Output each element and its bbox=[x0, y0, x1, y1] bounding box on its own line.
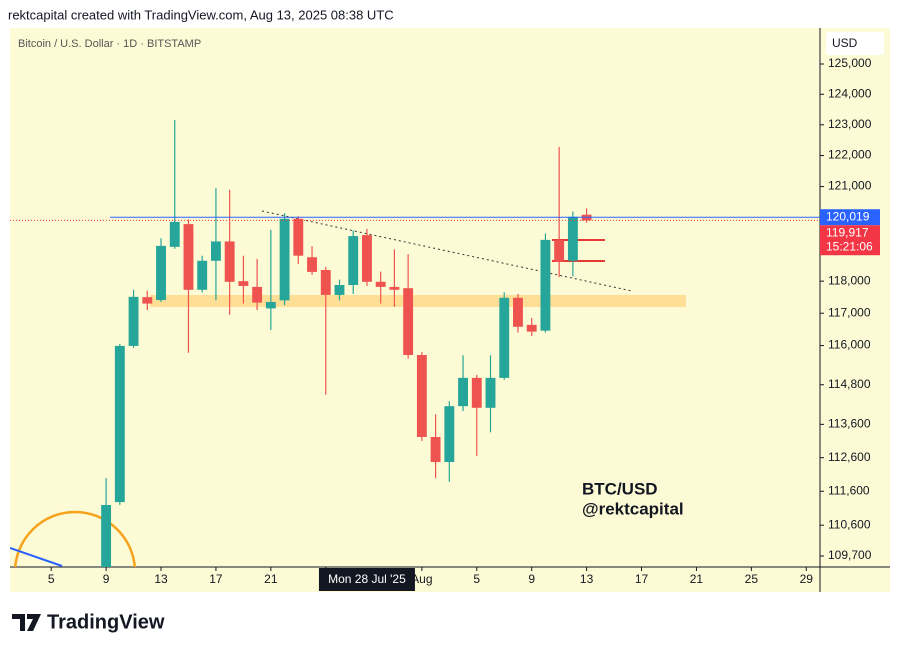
currency-box bbox=[826, 32, 884, 55]
candle-body bbox=[444, 406, 455, 463]
candle-body bbox=[526, 324, 537, 332]
candles bbox=[101, 119, 592, 567]
candle-body bbox=[169, 221, 180, 247]
support-zone bbox=[150, 295, 686, 307]
x-tick-label: 29 bbox=[800, 572, 814, 586]
x-tick-label: 21 bbox=[264, 572, 278, 586]
candle-body bbox=[128, 296, 139, 346]
candle-body bbox=[252, 286, 263, 303]
brand-name: TradingView bbox=[47, 611, 165, 633]
candle-body bbox=[567, 216, 578, 261]
crosshair-label: Mon 28 Jul '25 bbox=[328, 572, 406, 586]
x-tick-label: Aug bbox=[411, 572, 432, 586]
highlight-circle bbox=[13, 510, 137, 567]
candle-body bbox=[554, 239, 565, 262]
candle-body bbox=[485, 377, 496, 408]
candle-body bbox=[238, 281, 249, 286]
price-label-box bbox=[820, 209, 880, 226]
candle-body bbox=[416, 355, 427, 437]
candle-body bbox=[142, 297, 153, 304]
x-tick-label: 9 bbox=[103, 572, 110, 586]
y-tick-label: 114,800 bbox=[828, 377, 871, 391]
countdown-label: 15:21:06 bbox=[826, 239, 873, 253]
candle-body bbox=[375, 281, 386, 287]
y-tick-label: 124,000 bbox=[828, 86, 872, 100]
price-label: 120,019 bbox=[826, 209, 870, 223]
header-text: rektcapital created with TradingView.com… bbox=[8, 7, 394, 22]
drawings bbox=[10, 119, 686, 567]
annotation: @rektcapital bbox=[582, 499, 684, 518]
x-tick-label: 9 bbox=[528, 572, 535, 586]
candle-body bbox=[499, 297, 510, 378]
candle-body bbox=[210, 241, 221, 261]
price-label-box bbox=[820, 225, 880, 256]
candle-body bbox=[101, 504, 112, 567]
x-tick-label: 5 bbox=[48, 572, 55, 586]
candle-body bbox=[307, 257, 317, 272]
candle-body bbox=[471, 377, 482, 408]
candle-body bbox=[293, 218, 304, 256]
candle-body bbox=[224, 241, 235, 282]
candle-body bbox=[540, 239, 551, 331]
annotation: BTC/USD bbox=[582, 479, 658, 498]
y-tick-label: 123,000 bbox=[828, 117, 872, 131]
chart-title: Bitcoin / U.S. Dollar · 1D · BITSTAMP bbox=[18, 38, 201, 50]
x-tick-label: 17 bbox=[635, 572, 649, 586]
candle-body bbox=[430, 436, 441, 463]
y-tick-label: 118,000 bbox=[828, 273, 871, 287]
x-tick-label: 25 bbox=[745, 572, 759, 586]
crosshair-label-box bbox=[318, 568, 415, 591]
y-tick-label: 121,000 bbox=[828, 179, 872, 193]
candle-body bbox=[458, 377, 468, 407]
x-tick-label: 17 bbox=[209, 572, 223, 586]
candle-body bbox=[156, 245, 166, 301]
x-tick-label: 21 bbox=[690, 572, 704, 586]
x-tick-label: 13 bbox=[580, 572, 594, 586]
candle-body bbox=[320, 269, 331, 295]
candle-body bbox=[265, 301, 276, 309]
candle-body bbox=[279, 218, 290, 301]
x-tick-label: 13 bbox=[154, 572, 168, 586]
price-label: 119,917 bbox=[826, 225, 869, 239]
y-tick-label: 116,000 bbox=[828, 338, 871, 352]
candle-body bbox=[389, 286, 400, 290]
candle-body bbox=[403, 288, 414, 356]
y-tick-label: 125,000 bbox=[828, 56, 872, 70]
y-tick-label: 109,700 bbox=[828, 548, 872, 562]
chart-background bbox=[10, 28, 890, 592]
y-tick-label: 110,600 bbox=[828, 517, 871, 531]
candle-body bbox=[183, 224, 194, 290]
brand-logo: TradingView bbox=[12, 611, 165, 633]
candle-body bbox=[348, 236, 359, 285]
y-tick-label: 111,600 bbox=[828, 483, 870, 497]
candle-body bbox=[114, 345, 125, 503]
x-tick-label: 5 bbox=[473, 572, 480, 586]
y-tick-label: 122,000 bbox=[828, 148, 872, 162]
trend-line bbox=[261, 210, 633, 292]
logo-icon bbox=[12, 614, 41, 631]
candle-body bbox=[197, 260, 208, 290]
currency-label: USD bbox=[832, 36, 858, 50]
y-tick-label: 112,600 bbox=[828, 450, 871, 464]
y-tick-label: 117,000 bbox=[828, 305, 871, 319]
candle-body bbox=[513, 297, 523, 327]
candle-body bbox=[362, 235, 372, 282]
y-tick-label: 113,600 bbox=[828, 417, 871, 431]
blue-line bbox=[10, 547, 63, 567]
candle-body bbox=[334, 284, 345, 295]
